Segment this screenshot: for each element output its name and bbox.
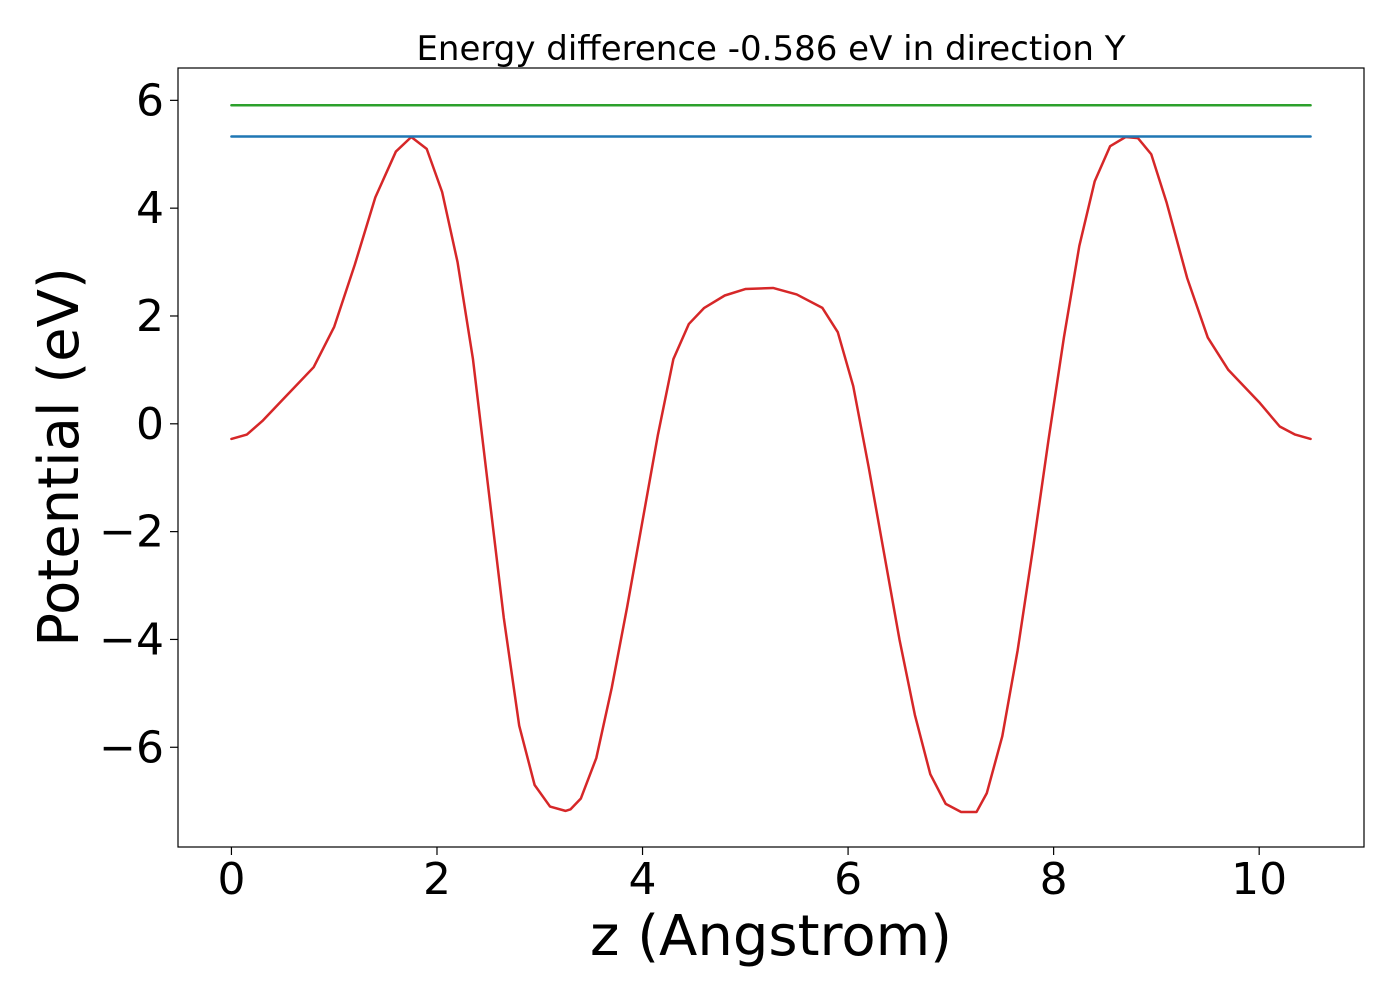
plot-frame (177, 67, 1365, 848)
x-axis-title: z (Angstrom) (590, 904, 952, 969)
plot-area (177, 67, 1365, 848)
y-axis: −6 −4 −2 0 2 4 6 (99, 75, 178, 773)
y-tick-label: 0 (136, 399, 164, 450)
x-tick-label: 6 (834, 854, 862, 905)
y-tick-label: −2 (99, 507, 164, 558)
series-line-1 (230, 135, 1312, 814)
series-layer (230, 103, 1312, 814)
y-tick-label: 6 (136, 75, 164, 126)
y-axis-title: Potential (eV) (27, 267, 92, 647)
y-tick-label: −6 (99, 722, 164, 773)
y-tick-label: 2 (136, 291, 164, 342)
x-tick-label: 10 (1231, 854, 1287, 905)
y-tick-label: 4 (136, 183, 164, 234)
x-tick-label: 8 (1040, 854, 1068, 905)
chart-title: Energy difference -0.586 eV in direction… (416, 29, 1125, 69)
x-tick-label: 0 (217, 854, 245, 905)
x-axis: 0 2 4 6 8 10 (217, 847, 1287, 905)
x-tick-label: 2 (423, 854, 451, 905)
x-tick-label: 4 (629, 854, 657, 905)
y-tick-label: −4 (99, 614, 164, 665)
